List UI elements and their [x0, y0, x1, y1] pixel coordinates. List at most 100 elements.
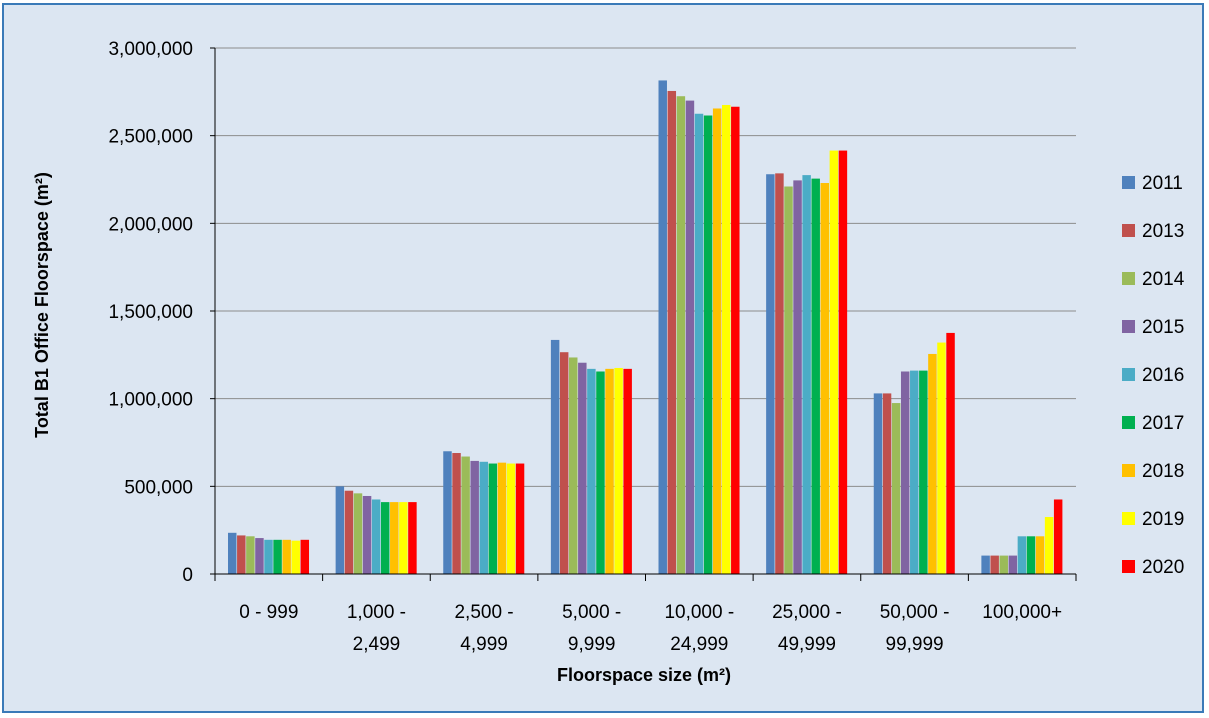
y-tick-labels: 0 500,000 1,000,000 1,500,000 2,000,000 2,500… — [108, 39, 215, 586]
bar-2016-6 — [910, 370, 919, 574]
bar-2011-0 — [228, 532, 237, 574]
bar-2016-3 — [587, 368, 596, 574]
bar-2014-1 — [353, 493, 363, 574]
legend-swatch-2016 — [1122, 368, 1135, 381]
bar-2016-2 — [479, 461, 488, 574]
legend-label-2011: 2011 — [1142, 173, 1183, 194]
y-axis-title: Total B1 Office Floorspace (m²) — [32, 172, 52, 438]
legend-label-2018: 2018 — [1142, 461, 1184, 482]
bar-2020-3 — [623, 368, 632, 574]
x-tick-label: 10,000 - — [664, 602, 734, 623]
bar-2013-1 — [344, 490, 354, 574]
bar-2019-1 — [399, 502, 408, 574]
bar-2016-4 — [694, 113, 704, 574]
y-tick-label: 1,500,000 — [108, 302, 193, 323]
legend-swatch-2013 — [1122, 224, 1135, 237]
bar-2013-6 — [882, 393, 892, 574]
legend-label-2017: 2017 — [1142, 413, 1184, 434]
bar-2011-5 — [766, 174, 775, 575]
chart-frame: 0 500,000 1,000,000 1,500,000 2,000,000 2,500… — [2, 3, 1204, 713]
bar-2017-7 — [1026, 536, 1036, 574]
bar-2016-0 — [264, 539, 273, 574]
legend-label-2014: 2014 — [1142, 269, 1185, 290]
x-tick-label: 0 - 999 — [239, 602, 298, 623]
bar-2016-7 — [1017, 536, 1027, 574]
bar-chart: 0 500,000 1,000,000 1,500,000 2,000,000 2,500… — [32, 39, 1185, 685]
bar-2014-2 — [461, 456, 470, 574]
bar-2020-0 — [300, 539, 310, 574]
bar-2020-4 — [731, 106, 740, 575]
bar-2014-4 — [676, 96, 686, 574]
bar-2019-5 — [829, 150, 839, 574]
y-tick-label: 2,500,000 — [108, 127, 193, 148]
bar-2015-1 — [362, 495, 372, 574]
legend-swatch-2019 — [1122, 512, 1135, 525]
bar-2015-4 — [685, 100, 695, 574]
bar-2017-2 — [488, 463, 498, 574]
bar-2016-5 — [802, 175, 811, 574]
bar-2017-6 — [919, 370, 928, 574]
legend-label-2020: 2020 — [1142, 557, 1184, 578]
bar-2018-7 — [1035, 536, 1045, 574]
bar-2014-5 — [784, 186, 793, 574]
bar-2017-5 — [811, 178, 820, 574]
bar-2011-6 — [873, 393, 883, 574]
bar-2015-3 — [578, 362, 587, 574]
bar-2014-7 — [999, 555, 1008, 574]
bar-2017-1 — [380, 502, 390, 574]
bar-2018-5 — [820, 183, 830, 574]
bar-2017-3 — [596, 371, 605, 574]
bar-2011-7 — [981, 555, 990, 574]
bar-2015-7 — [1008, 555, 1018, 574]
legend-swatch-2015 — [1122, 320, 1135, 333]
legend-swatch-2011 — [1122, 176, 1135, 189]
bar-2014-6 — [891, 403, 901, 574]
x-tick-label: 4,999 — [460, 634, 508, 655]
bar-2020-1 — [408, 502, 417, 574]
x-tick-label: 50,000 - — [880, 602, 950, 623]
x-tick-label: 100,000+ — [982, 602, 1062, 623]
bars — [228, 80, 1063, 575]
bar-2018-0 — [282, 539, 291, 574]
bar-2018-2 — [497, 462, 507, 574]
bar-2020-5 — [838, 150, 848, 574]
bar-2011-3 — [550, 339, 560, 574]
bar-2020-7 — [1053, 499, 1063, 574]
legend-swatch-2014 — [1122, 272, 1135, 285]
legend-label-2013: 2013 — [1142, 221, 1184, 242]
bar-2016-1 — [371, 499, 381, 574]
bar-2014-0 — [246, 536, 255, 574]
bar-2015-5 — [793, 180, 802, 574]
bar-2019-2 — [506, 463, 516, 574]
bar-2020-6 — [946, 332, 955, 574]
bar-2011-4 — [658, 80, 667, 574]
y-tick-label: 1,000,000 — [108, 390, 193, 411]
bar-2018-3 — [605, 368, 614, 574]
x-tick-label: 1,000 - — [347, 602, 406, 623]
y-tick-label: 2,000,000 — [108, 214, 193, 235]
x-axis-title: Floorspace size (m²) — [557, 665, 731, 685]
x-tick-label: 24,999 — [670, 634, 728, 655]
bar-2013-5 — [775, 173, 784, 575]
y-tick-label: 0 — [182, 565, 193, 586]
bar-2013-2 — [452, 453, 461, 574]
y-tick-label: 500,000 — [124, 477, 193, 498]
bar-2017-0 — [273, 539, 282, 574]
bar-2018-6 — [928, 353, 937, 574]
bar-2013-0 — [237, 535, 246, 574]
bar-2019-7 — [1044, 517, 1054, 574]
bar-2019-0 — [291, 540, 300, 574]
bar-2015-0 — [255, 538, 264, 574]
legend-swatch-2020 — [1122, 560, 1135, 573]
legend-label-2016: 2016 — [1142, 365, 1184, 386]
bar-2019-3 — [614, 367, 623, 574]
bar-2015-6 — [900, 371, 910, 574]
bar-2019-6 — [937, 342, 946, 574]
bar-2013-3 — [559, 352, 569, 574]
legend-label-2015: 2015 — [1142, 317, 1184, 338]
x-tick-label: 99,999 — [886, 634, 944, 655]
x-tick-labels: 0 - 999 1,000 - 2,499 2,500 - 4,999 5,000 - 9,… — [239, 602, 1062, 655]
legend-swatch-2018 — [1122, 464, 1135, 477]
bar-2019-4 — [721, 104, 731, 574]
legend-label-2019: 2019 — [1142, 509, 1184, 530]
